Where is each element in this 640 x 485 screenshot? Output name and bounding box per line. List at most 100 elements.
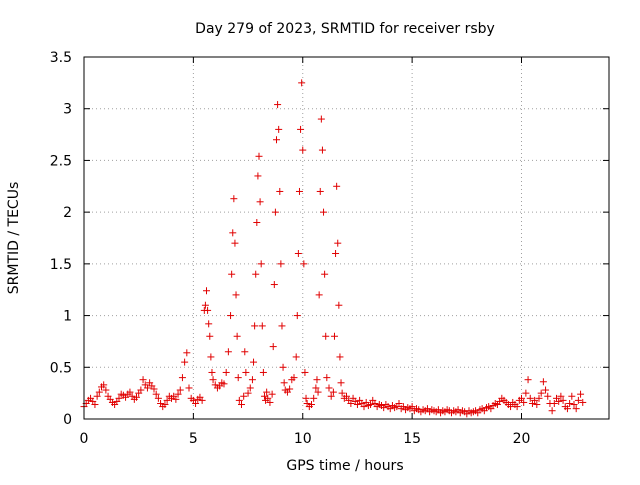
data-point	[315, 291, 323, 299]
data-point	[353, 401, 361, 409]
data-point	[321, 270, 329, 278]
data-point	[163, 396, 171, 404]
data-point	[203, 287, 210, 295]
data-point	[242, 368, 250, 376]
data-point	[198, 396, 206, 404]
data-point	[347, 399, 355, 407]
data-point	[208, 368, 216, 376]
y-tick-label: 3	[63, 102, 72, 118]
data-point	[270, 281, 278, 289]
grid	[84, 57, 609, 419]
data-point	[229, 229, 237, 237]
data-point	[209, 376, 217, 384]
data-point	[206, 332, 214, 340]
data-point	[329, 388, 337, 396]
data-point	[176, 386, 184, 394]
data-point	[579, 398, 587, 406]
data-point	[154, 394, 162, 402]
data-point	[574, 396, 582, 404]
data-point	[126, 388, 134, 396]
data-point	[563, 405, 571, 413]
x-tick-label: 20	[513, 431, 531, 447]
data-point	[555, 397, 563, 405]
data-point	[133, 393, 140, 401]
data-point	[318, 146, 326, 154]
data-point	[256, 198, 264, 206]
data-point	[274, 101, 282, 109]
data-point	[91, 401, 99, 409]
data-point	[258, 322, 266, 330]
data-point	[544, 392, 552, 400]
data-point	[298, 79, 306, 87]
data-point	[185, 384, 193, 392]
data-point	[297, 125, 305, 133]
data-point	[537, 389, 545, 397]
data-point	[220, 380, 228, 388]
data-point	[322, 332, 330, 340]
data-point	[524, 376, 532, 384]
data-point	[254, 172, 262, 180]
data-point	[323, 374, 331, 382]
data-point	[548, 407, 556, 415]
data-point	[333, 182, 341, 190]
x-tick-label: 5	[189, 431, 198, 447]
x-axis-label: GPS time / hours	[286, 458, 403, 474]
data-point	[526, 394, 534, 402]
data-point	[95, 388, 103, 396]
data-point	[559, 396, 567, 404]
data-point	[520, 398, 528, 406]
data-point	[275, 125, 283, 133]
data-point	[224, 348, 232, 356]
data-point	[542, 386, 550, 394]
data-point	[93, 392, 101, 400]
data-point	[343, 392, 350, 400]
plot-frame	[83, 56, 610, 420]
data-point	[269, 343, 277, 351]
data-point	[252, 270, 260, 278]
data-point	[568, 392, 576, 400]
y-axis-label: SRMTID / TECUs	[6, 182, 22, 295]
data-point	[174, 390, 182, 398]
data-point	[539, 378, 547, 386]
data-point	[227, 312, 235, 320]
data-point	[533, 401, 541, 409]
data-point	[522, 389, 530, 397]
y-tick-label: 0	[63, 412, 72, 428]
x-tick-label: 0	[80, 431, 89, 447]
data-point	[143, 384, 151, 392]
chart-title: Day 279 of 2023, SRMTID for receiver rsb…	[195, 21, 495, 37]
data-point	[338, 389, 346, 397]
y-tick-label: 2	[63, 205, 72, 221]
data-points	[80, 79, 587, 418]
data-point	[264, 394, 272, 402]
data-point	[308, 401, 315, 409]
data-point	[152, 390, 160, 398]
y-tick-label: 1	[63, 309, 72, 325]
data-point	[279, 363, 287, 371]
data-point	[273, 136, 280, 144]
data-point	[233, 332, 241, 340]
data-point	[234, 374, 242, 382]
data-point	[241, 348, 249, 356]
data-point	[317, 115, 325, 123]
x-tick-label: 15	[403, 431, 421, 447]
data-point	[513, 403, 521, 411]
data-point	[367, 401, 375, 409]
data-point	[240, 392, 248, 400]
data-point	[139, 376, 147, 384]
data-point	[278, 322, 286, 330]
data-point	[207, 353, 215, 361]
data-point	[550, 399, 558, 407]
data-point	[313, 376, 321, 384]
data-point	[408, 403, 416, 411]
data-point	[137, 386, 145, 394]
data-point	[335, 301, 343, 309]
data-point	[316, 187, 324, 195]
data-point	[395, 399, 403, 407]
data-point	[115, 394, 123, 402]
data-point	[238, 401, 245, 409]
data-point	[320, 208, 328, 216]
data-point	[294, 250, 302, 258]
data-point	[228, 270, 236, 278]
